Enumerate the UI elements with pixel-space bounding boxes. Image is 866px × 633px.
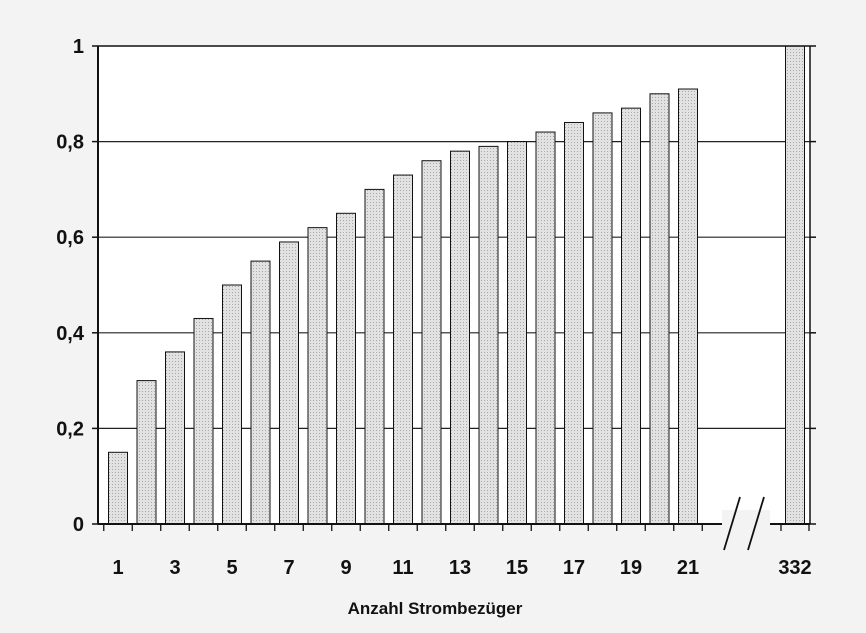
- bar: [592, 112, 613, 525]
- x-tick-label: 3: [169, 557, 180, 579]
- bar: [478, 145, 499, 525]
- bar: [307, 227, 328, 525]
- x-tick-label: 19: [620, 557, 642, 579]
- bar: [678, 88, 698, 525]
- y-axis: 0 0,2 0,4 0,6 0,8 1: [56, 36, 816, 536]
- bar: [649, 93, 670, 525]
- x-axis: 1 3 5 7 9 11 13 15 17 19 21 332: [103, 524, 812, 579]
- axis-break-slash: [747, 496, 765, 551]
- x-tick-label: 11: [392, 557, 413, 579]
- bar: [507, 141, 527, 525]
- plot-frame: [97, 45, 811, 525]
- x-tick-label: 15: [506, 557, 528, 579]
- axis-break-slash: [723, 496, 741, 551]
- bar: [250, 260, 271, 525]
- bar: [785, 45, 805, 525]
- x-tick-label: 332: [778, 557, 811, 579]
- bar: [279, 241, 299, 525]
- bar: [564, 121, 584, 525]
- x-tick-label: 13: [449, 557, 471, 579]
- bar: [393, 174, 413, 525]
- axis-break: [722, 496, 770, 551]
- y-tick-label: 0,6: [56, 227, 84, 249]
- bar: [165, 351, 185, 525]
- x-axis-title: Anzahl Strombezüger: [348, 599, 523, 618]
- x-tick-label: 9: [340, 557, 351, 579]
- y-tick-label: 0,2: [56, 418, 84, 440]
- y-tick-label: 1: [73, 36, 84, 58]
- x-tick-label: 1: [112, 557, 123, 579]
- x-tick-label: 17: [563, 557, 585, 579]
- bar: [535, 131, 556, 525]
- x-tick-label: 21: [677, 557, 699, 579]
- bar: [108, 451, 128, 525]
- axis-break-gap: [722, 510, 770, 538]
- bar: [193, 317, 214, 525]
- bar: [136, 380, 157, 525]
- bar: [450, 150, 470, 525]
- y-tick-label: 0,8: [56, 132, 84, 154]
- y-tick-label: 0,4: [56, 323, 85, 345]
- x-tick-label: 7: [283, 557, 294, 579]
- bars: [108, 45, 805, 525]
- bar: [364, 188, 385, 525]
- bar: [222, 284, 242, 525]
- bar: [421, 160, 442, 525]
- bar: [336, 212, 356, 525]
- bar: [621, 107, 641, 525]
- x-tick-label: 5: [226, 557, 237, 579]
- y-tick-label: 0: [73, 514, 84, 536]
